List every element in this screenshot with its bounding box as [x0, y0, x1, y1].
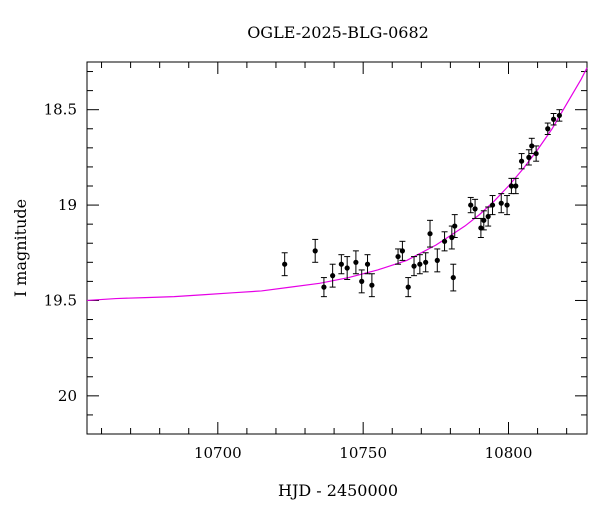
data-point [529, 143, 535, 149]
data-point [498, 200, 504, 206]
data-point [533, 150, 539, 157]
data-point [526, 154, 532, 160]
y-axis-label: I magnitude [11, 199, 30, 297]
data-point [452, 223, 458, 229]
data-point [504, 202, 510, 208]
chart-title: OGLE-2025-BLG-0682 [247, 23, 429, 42]
data-point [338, 261, 344, 267]
data-point [312, 248, 318, 254]
data-point [481, 217, 487, 223]
y-tick-label: 19.5 [44, 291, 77, 309]
data-point [472, 206, 478, 212]
axis-ticks [87, 62, 587, 435]
data-point [441, 238, 448, 244]
x-tick-label: 10750 [339, 444, 387, 462]
data-point [545, 126, 551, 132]
data-point [369, 282, 375, 288]
data-point [427, 231, 433, 237]
data-point [282, 261, 288, 267]
data-point [330, 273, 336, 279]
data-point [550, 116, 557, 122]
data-point [556, 112, 562, 119]
data-point [399, 248, 406, 254]
plot-area: 10700 10750 10800 18.5 19 19.5 20 [44, 61, 588, 462]
data-point [423, 259, 429, 265]
data-point [450, 274, 456, 281]
data-point [417, 261, 423, 267]
data-point [485, 213, 491, 220]
data-points-layer [281, 109, 563, 298]
y-tick-label: 20 [58, 387, 77, 405]
data-point [434, 257, 440, 263]
y-tick-label: 18.5 [44, 101, 77, 119]
x-tick-label: 10700 [194, 444, 242, 462]
data-point [359, 278, 365, 284]
model-curve-layer [86, 67, 588, 302]
data-point [344, 265, 350, 271]
x-tick-label: 10800 [485, 444, 533, 462]
data-point [411, 263, 417, 269]
data-point [321, 284, 327, 290]
data-point [513, 183, 519, 189]
axes-frame [86, 61, 588, 435]
data-point [395, 253, 401, 260]
data-point [478, 225, 484, 231]
data-point [518, 158, 525, 164]
data-point [489, 202, 496, 208]
data-point [353, 259, 359, 265]
data-point [364, 261, 371, 267]
data-point [508, 183, 515, 189]
data-point [405, 284, 411, 290]
tick-labels: 10700 10750 10800 18.5 19 19.5 20 [44, 101, 533, 462]
x-axis-label: HJD - 2450000 [278, 481, 398, 500]
data-point [468, 202, 474, 208]
y-tick-label: 19 [58, 196, 77, 214]
model-curve [86, 67, 588, 302]
